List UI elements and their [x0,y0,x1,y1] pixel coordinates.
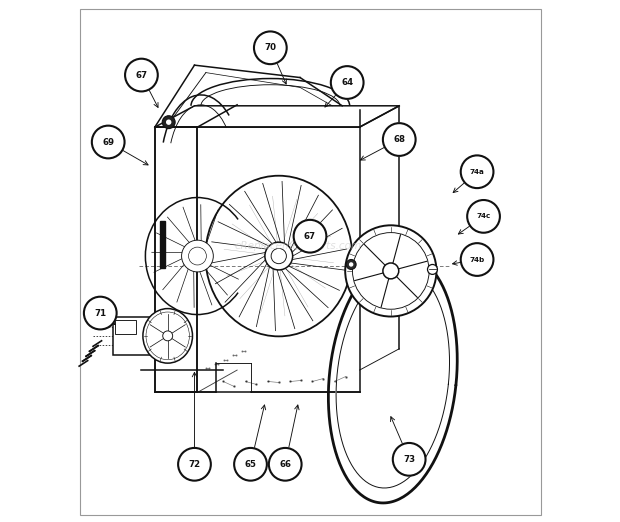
Text: 64: 64 [341,78,353,87]
FancyBboxPatch shape [115,320,136,334]
FancyBboxPatch shape [113,316,160,355]
Text: 65: 65 [244,460,257,469]
Circle shape [461,243,494,276]
Circle shape [331,66,363,99]
Text: 67: 67 [304,232,316,241]
Text: 67: 67 [135,70,148,79]
Circle shape [182,240,213,272]
Text: eReplacementParts.com: eReplacementParts.com [234,241,361,251]
Circle shape [349,262,353,267]
Circle shape [294,220,326,253]
Text: 66: 66 [279,460,291,469]
Text: 70: 70 [264,43,277,52]
Circle shape [162,116,175,128]
Text: 74a: 74a [470,169,484,175]
Text: 69: 69 [102,137,114,147]
Circle shape [162,331,172,341]
Text: 72: 72 [188,460,200,469]
Text: 73: 73 [403,455,415,464]
Circle shape [461,156,494,188]
Circle shape [178,448,211,481]
Circle shape [393,443,425,476]
Text: 74b: 74b [469,256,485,263]
Bar [160,221,165,268]
Circle shape [265,242,293,270]
Circle shape [234,448,267,481]
Circle shape [345,226,436,316]
Circle shape [166,120,171,125]
Circle shape [125,58,157,91]
Circle shape [428,265,438,275]
Circle shape [269,448,301,481]
Circle shape [187,246,207,266]
Circle shape [84,296,117,329]
Text: 68: 68 [393,135,405,144]
Circle shape [467,200,500,233]
Ellipse shape [143,309,192,363]
Circle shape [254,31,286,64]
Circle shape [346,259,356,269]
Text: 71: 71 [94,309,107,317]
Circle shape [383,123,415,156]
Circle shape [383,263,399,279]
Text: 74c: 74c [476,213,490,219]
Circle shape [92,126,125,158]
